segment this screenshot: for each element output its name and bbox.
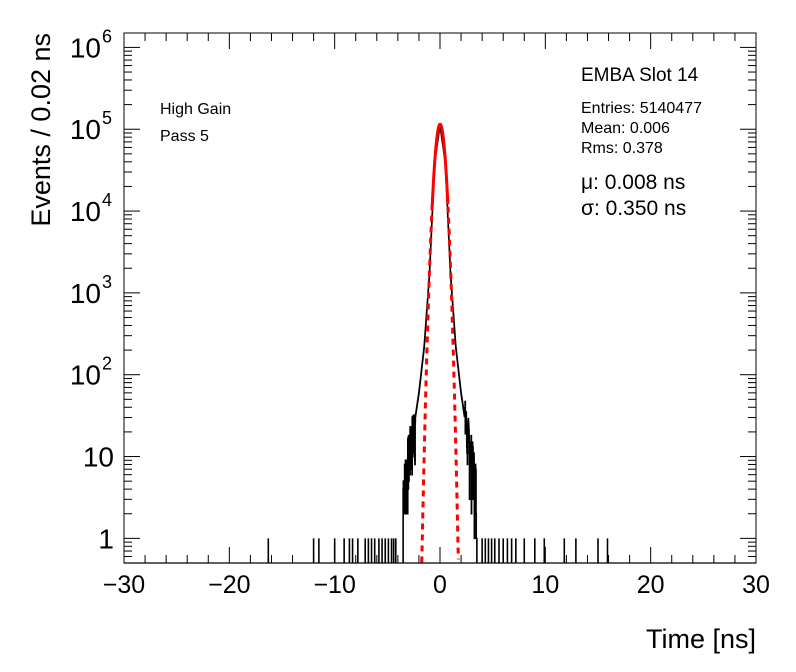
rms-stat: Rms: 0.378 xyxy=(581,140,663,157)
y-tick-label: 10 xyxy=(70,360,101,391)
axis-ticks xyxy=(123,33,757,564)
y-tick-label: 10 xyxy=(70,32,101,63)
x-tick-label: 20 xyxy=(637,571,665,599)
y-axis-label: Events / 0.02 ns xyxy=(26,33,56,227)
histogram-core xyxy=(402,124,478,563)
x-tick-label: 10 xyxy=(531,571,559,599)
y-tick-exponent: 6 xyxy=(102,26,112,46)
y-tick-exponent: 5 xyxy=(102,108,112,128)
x-tick-label: −20 xyxy=(208,571,250,599)
y-tick-label: 1 xyxy=(98,523,114,554)
x-tick-label: 30 xyxy=(742,571,770,599)
chart-title: EMBA Slot 14 xyxy=(581,65,699,86)
gaussian-fit xyxy=(420,122,460,563)
x-tick-label: −10 xyxy=(313,571,355,599)
x-tick-labels: −30 −20 −10 0 10 20 30 xyxy=(103,571,770,599)
y-tick-label: 10 xyxy=(83,442,114,473)
x-tick-label: 0 xyxy=(433,571,447,599)
x-tick-label: −30 xyxy=(103,571,145,599)
y-tick-label: 10 xyxy=(70,114,101,145)
x-axis-label: Time [ns] xyxy=(646,624,756,654)
y-tick-exponent: 4 xyxy=(102,190,112,210)
y-tick-label: 10 xyxy=(70,196,101,227)
pass-label: Pass 5 xyxy=(160,128,209,145)
mean-stat: Mean: 0.006 xyxy=(581,120,670,137)
y-tick-label: 10 xyxy=(70,278,101,309)
y-tick-exponent: 3 xyxy=(102,272,112,292)
fit-mu: μ: 0.008 ns xyxy=(581,171,685,194)
gain-label: High Gain xyxy=(160,101,231,118)
fit-core-solid xyxy=(430,122,450,206)
fit-sigma: σ: 0.350 ns xyxy=(581,197,686,220)
y-tick-exponent: 2 xyxy=(102,354,112,374)
fit-tail-left xyxy=(420,196,435,563)
entries-stat: Entries: 5140477 xyxy=(581,100,702,117)
fit-tail-right xyxy=(445,195,460,560)
